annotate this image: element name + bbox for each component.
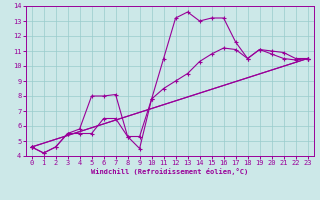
X-axis label: Windchill (Refroidissement éolien,°C): Windchill (Refroidissement éolien,°C) — [91, 168, 248, 175]
